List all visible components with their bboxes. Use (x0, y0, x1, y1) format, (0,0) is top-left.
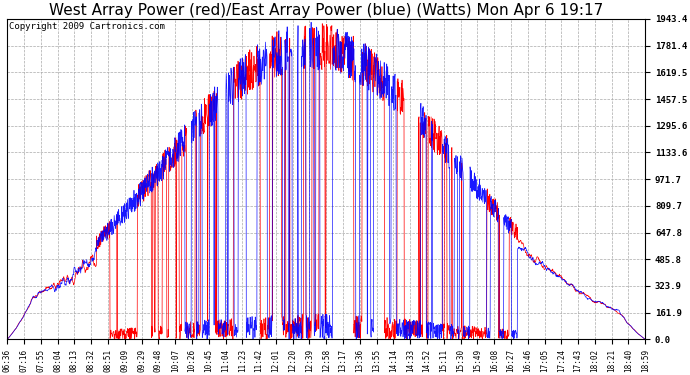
Title: West Array Power (red)/East Array Power (blue) (Watts) Mon Apr 6 19:17: West Array Power (red)/East Array Power … (49, 3, 603, 18)
Text: Copyright 2009 Cartronics.com: Copyright 2009 Cartronics.com (8, 22, 164, 31)
